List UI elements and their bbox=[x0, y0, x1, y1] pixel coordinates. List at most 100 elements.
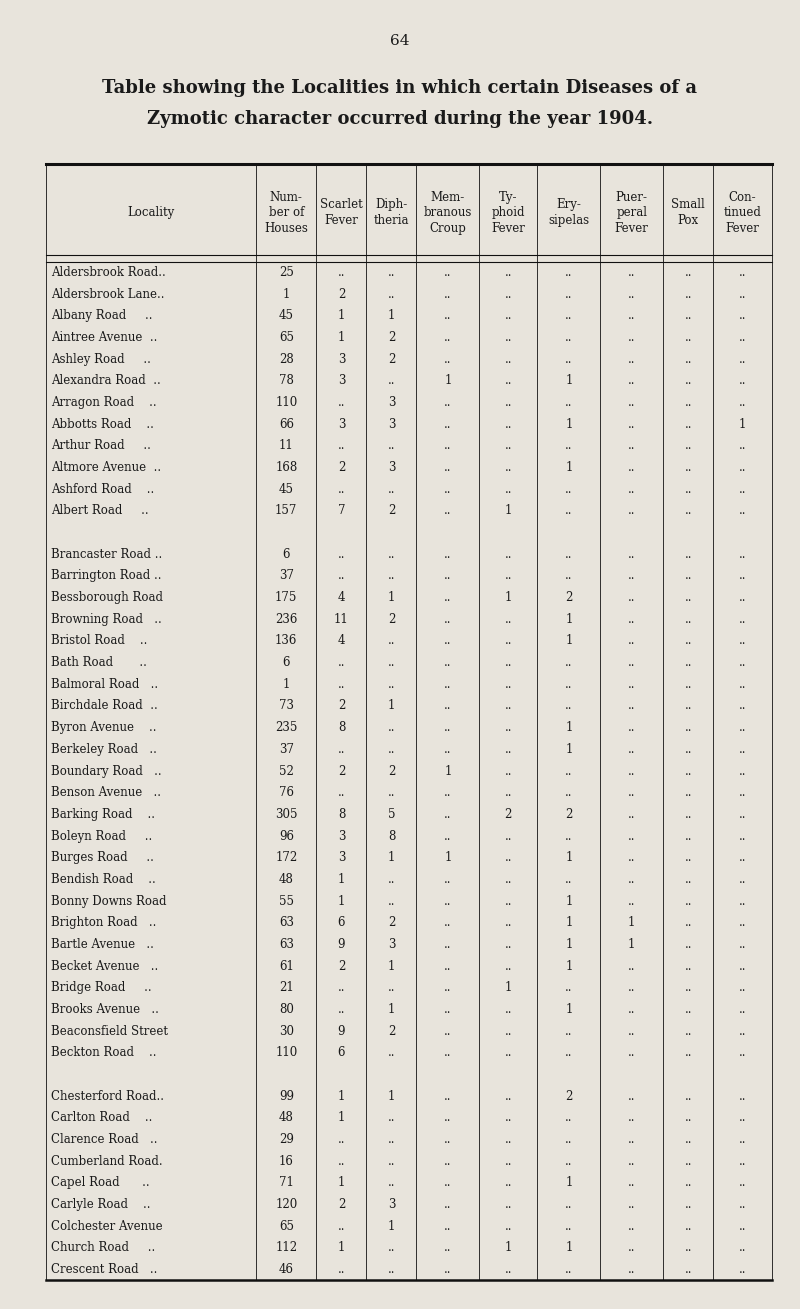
Text: 61: 61 bbox=[279, 959, 294, 973]
Text: ..: .. bbox=[444, 331, 452, 344]
Text: ..: .. bbox=[505, 1220, 512, 1233]
Text: ..: .. bbox=[565, 1111, 573, 1124]
Text: ..: .. bbox=[685, 374, 692, 387]
Text: Bonny Downs Road: Bonny Downs Road bbox=[51, 894, 166, 907]
Text: 1: 1 bbox=[338, 1177, 345, 1189]
Text: Albert Road     ..: Albert Road .. bbox=[51, 504, 149, 517]
Text: 1: 1 bbox=[565, 937, 573, 950]
Text: 112: 112 bbox=[275, 1241, 298, 1254]
Text: 235: 235 bbox=[275, 721, 298, 734]
Text: Table showing the Localities in which certain Diseases of a: Table showing the Localities in which ce… bbox=[102, 79, 698, 97]
Text: ..: .. bbox=[685, 504, 692, 517]
Text: Church Road     ..: Church Road .. bbox=[51, 1241, 155, 1254]
Text: Aldersbrook Lane..: Aldersbrook Lane.. bbox=[51, 288, 165, 301]
Text: ..: .. bbox=[338, 548, 346, 560]
Text: ..: .. bbox=[685, 959, 692, 973]
Text: ..: .. bbox=[388, 787, 395, 800]
Text: ..: .. bbox=[739, 1003, 746, 1016]
Text: ..: .. bbox=[565, 548, 573, 560]
Text: ..: .. bbox=[444, 873, 452, 886]
Text: ..: .. bbox=[388, 548, 395, 560]
Text: Alexandra Road  ..: Alexandra Road .. bbox=[51, 374, 161, 387]
Text: Bristol Road    ..: Bristol Road .. bbox=[51, 635, 147, 648]
Text: Carlton Road    ..: Carlton Road .. bbox=[51, 1111, 153, 1124]
Text: ..: .. bbox=[338, 1155, 346, 1168]
Text: ..: .. bbox=[505, 397, 512, 410]
Text: 1: 1 bbox=[338, 1089, 345, 1102]
Text: ..: .. bbox=[444, 721, 452, 734]
Text: ..: .. bbox=[565, 1155, 573, 1168]
Text: ..: .. bbox=[444, 309, 452, 322]
Text: ..: .. bbox=[628, 721, 635, 734]
Text: ..: .. bbox=[505, 959, 512, 973]
Text: Brighton Road   ..: Brighton Road .. bbox=[51, 916, 157, 929]
Text: ..: .. bbox=[505, 873, 512, 886]
Text: ..: .. bbox=[739, 787, 746, 800]
Text: ..: .. bbox=[444, 742, 452, 755]
Text: 2: 2 bbox=[565, 808, 573, 821]
Text: 1: 1 bbox=[338, 873, 345, 886]
Text: Capel Road      ..: Capel Road .. bbox=[51, 1177, 150, 1189]
Text: Benson Avenue   ..: Benson Avenue .. bbox=[51, 787, 161, 800]
Text: ..: .. bbox=[628, 1003, 635, 1016]
Text: 99: 99 bbox=[278, 1089, 294, 1102]
Text: 21: 21 bbox=[279, 982, 294, 994]
Text: ..: .. bbox=[628, 504, 635, 517]
Text: ..: .. bbox=[444, 1089, 452, 1102]
Text: ..: .. bbox=[628, 418, 635, 431]
Text: ..: .. bbox=[628, 1111, 635, 1124]
Text: ..: .. bbox=[739, 678, 746, 691]
Text: ..: .. bbox=[685, 1155, 692, 1168]
Text: ..: .. bbox=[685, 787, 692, 800]
Text: ..: .. bbox=[505, 613, 512, 626]
Text: ..: .. bbox=[685, 1220, 692, 1233]
Text: ..: .. bbox=[505, 830, 512, 843]
Text: ..: .. bbox=[444, 894, 452, 907]
Text: ..: .. bbox=[565, 787, 573, 800]
Text: ..: .. bbox=[444, 787, 452, 800]
Text: ..: .. bbox=[505, 916, 512, 929]
Text: ..: .. bbox=[685, 483, 692, 496]
Text: Scarlet
Fever: Scarlet Fever bbox=[320, 199, 363, 226]
Text: 65: 65 bbox=[278, 1220, 294, 1233]
Text: ..: .. bbox=[565, 288, 573, 301]
Text: ..: .. bbox=[628, 1198, 635, 1211]
Text: ..: .. bbox=[388, 894, 395, 907]
Text: ..: .. bbox=[444, 1132, 452, 1145]
Text: ..: .. bbox=[444, 808, 452, 821]
Text: 4: 4 bbox=[338, 635, 346, 648]
Text: ..: .. bbox=[628, 569, 635, 583]
Text: 1: 1 bbox=[565, 635, 573, 648]
Text: ..: .. bbox=[565, 764, 573, 778]
Text: ..: .. bbox=[628, 982, 635, 994]
Text: ..: .. bbox=[338, 569, 346, 583]
Text: ..: .. bbox=[739, 764, 746, 778]
Text: ..: .. bbox=[444, 1003, 452, 1016]
Text: 1: 1 bbox=[565, 742, 573, 755]
Text: ..: .. bbox=[444, 830, 452, 843]
Text: Crescent Road   ..: Crescent Road .. bbox=[51, 1263, 158, 1276]
Text: Con-
tinued
Fever: Con- tinued Fever bbox=[724, 191, 762, 234]
Text: 6: 6 bbox=[282, 656, 290, 669]
Text: ..: .. bbox=[444, 440, 452, 453]
Text: Carlyle Road    ..: Carlyle Road .. bbox=[51, 1198, 150, 1211]
Text: ..: .. bbox=[388, 1177, 395, 1189]
Text: ..: .. bbox=[628, 1132, 635, 1145]
Text: 1: 1 bbox=[565, 916, 573, 929]
Text: 76: 76 bbox=[278, 787, 294, 800]
Text: ..: .. bbox=[685, 1046, 692, 1059]
Text: ..: .. bbox=[739, 937, 746, 950]
Text: ..: .. bbox=[565, 699, 573, 712]
Text: ..: .. bbox=[338, 742, 346, 755]
Text: ..: .. bbox=[505, 1003, 512, 1016]
Text: ..: .. bbox=[739, 440, 746, 453]
Text: ..: .. bbox=[628, 1241, 635, 1254]
Text: Cumberland Road.: Cumberland Road. bbox=[51, 1155, 163, 1168]
Text: ..: .. bbox=[444, 266, 452, 279]
Text: ..: .. bbox=[685, 742, 692, 755]
Text: 11: 11 bbox=[334, 613, 349, 626]
Text: ..: .. bbox=[444, 1155, 452, 1168]
Text: ..: .. bbox=[685, 266, 692, 279]
Text: ..: .. bbox=[685, 916, 692, 929]
Text: ..: .. bbox=[739, 808, 746, 821]
